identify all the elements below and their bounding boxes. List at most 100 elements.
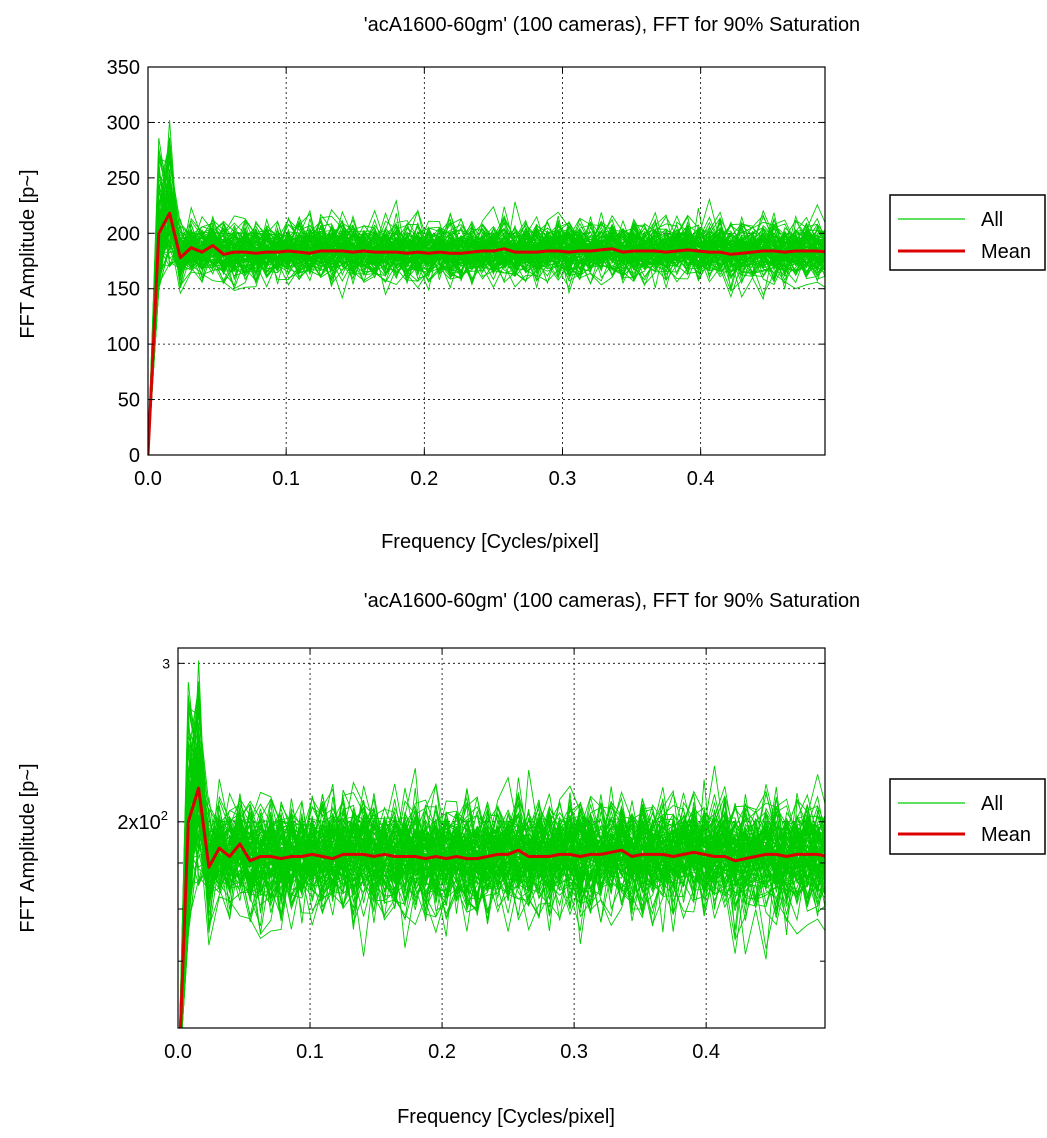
- series-all-line: [148, 168, 825, 455]
- series-all-line: [148, 183, 825, 455]
- series-all-line: [148, 178, 825, 455]
- plot-frame: [177, 647, 826, 1029]
- series-all-line: [148, 174, 825, 455]
- series-all-line: [148, 167, 825, 455]
- legend-label-mean: Mean: [981, 824, 1031, 846]
- series-all-line: [148, 182, 825, 455]
- series-all-line: [179, 740, 825, 1028]
- y-tick-label: 200: [107, 223, 140, 245]
- chart-linear: 'acA1600-60gm' (100 cameras), FFT for 90…: [17, 14, 1046, 553]
- series-group: [178, 660, 825, 1028]
- series-mean-line: [178, 786, 825, 1028]
- x-tick-label: 0.3: [560, 1041, 588, 1063]
- series-all-line: [180, 743, 825, 1028]
- series-all-line: [148, 182, 825, 455]
- series-all-line: [148, 158, 825, 455]
- series-all-line: [148, 120, 825, 455]
- series-all-line: [148, 181, 825, 455]
- series-all-line: [180, 737, 825, 1028]
- series-all-line: [148, 168, 825, 455]
- series-all-line: [179, 746, 825, 1028]
- series-all-line: [148, 137, 825, 455]
- series-all-line: [148, 172, 825, 455]
- series-all-line: [148, 176, 825, 455]
- series-all-line: [148, 137, 825, 455]
- series-all-line: [148, 174, 825, 455]
- x-tick-label: 0.0: [164, 1041, 192, 1063]
- series-all-line: [148, 159, 825, 455]
- series-all-line: [179, 703, 825, 1028]
- series-all-line: [148, 183, 825, 455]
- series-all-line: [179, 748, 825, 1028]
- legend-label-all: All: [981, 793, 1003, 815]
- x-tick-label: 0.0: [134, 468, 162, 490]
- series-all-line: [148, 172, 825, 455]
- series-all-line: [148, 153, 825, 455]
- series-all-line: [148, 142, 825, 455]
- x-axis-label: Frequency [Cycles/pixel]: [397, 1106, 615, 1128]
- series-all-line: [148, 152, 825, 455]
- series-all-line: [148, 175, 825, 455]
- legend: All Mean: [889, 778, 1046, 855]
- series-all-line: [148, 208, 825, 455]
- series-all-line: [180, 745, 825, 1028]
- y-tick-label: 100: [107, 334, 140, 356]
- series-all-line: [179, 712, 825, 1028]
- series-all-line: [180, 811, 825, 1028]
- series-all-line: [180, 805, 825, 1028]
- chart-title: 'acA1600-60gm' (100 cameras), FFT for 90…: [364, 14, 860, 36]
- legend-box: [889, 778, 1046, 855]
- series-all-line: [148, 186, 825, 455]
- legend-box: [889, 194, 1046, 271]
- y-tick-label: 50: [118, 390, 140, 412]
- series-all-line: [148, 150, 825, 455]
- series-all-line: [148, 137, 825, 455]
- series-all-line: [179, 748, 825, 1028]
- legend: All Mean: [889, 194, 1046, 271]
- y-tick-label: 0: [129, 445, 140, 467]
- legend-label-mean: Mean: [981, 241, 1031, 263]
- y-tick-label: 150: [107, 279, 140, 301]
- series-all-line: [181, 784, 825, 1028]
- y-axis-label: FFT Amplitude [p~]: [17, 763, 39, 932]
- series-all-line: [180, 739, 825, 1028]
- chart-title: 'acA1600-60gm' (100 cameras), FFT for 90…: [364, 590, 860, 612]
- series-all-line: [180, 781, 825, 1028]
- series-all-line: [148, 183, 825, 455]
- y-tick-label: 300: [107, 112, 140, 134]
- series-all-line: [179, 746, 825, 1028]
- series-all-line: [181, 660, 825, 1028]
- series-all-line: [179, 742, 825, 1028]
- plot-area: 0.0 0.1 0.2 0.3 0.4 3 2x102: [117, 647, 826, 1063]
- x-tick-label: 0.4: [692, 1041, 720, 1063]
- y-tick-label: 2x102: [117, 808, 168, 834]
- series-all-line: [148, 154, 825, 455]
- legend-label-all: All: [981, 209, 1003, 231]
- series-all-line: [179, 764, 825, 1028]
- series-mean-line: [148, 211, 825, 455]
- series-all-line: [148, 178, 825, 455]
- x-tick-label: 0.4: [687, 468, 715, 490]
- series-all-line: [148, 175, 825, 455]
- series-group: [148, 120, 825, 455]
- series-all-line: [148, 180, 825, 455]
- y-tick-label: 350: [107, 57, 140, 79]
- series-all-line: [148, 142, 825, 455]
- series-all-line: [148, 187, 825, 455]
- series-all-line: [148, 149, 825, 455]
- series-all-line: [179, 687, 825, 1028]
- x-tick-label: 0.2: [428, 1041, 456, 1063]
- x-tick-label: 0.1: [272, 468, 300, 490]
- series-all-line: [180, 742, 825, 1028]
- series-all-line: [148, 161, 825, 455]
- x-axis-label: Frequency [Cycles/pixel]: [381, 531, 599, 553]
- y-tick-label: 3: [162, 655, 170, 671]
- series-all-line: [148, 148, 825, 455]
- series-all-line: [148, 156, 825, 455]
- x-tick-label: 0.2: [410, 468, 438, 490]
- series-all-line: [148, 172, 825, 455]
- chart-log: 'acA1600-60gm' (100 cameras), FFT for 90…: [17, 590, 1046, 1128]
- x-tick-label: 0.3: [549, 468, 577, 490]
- y-tick-label: 250: [107, 168, 140, 190]
